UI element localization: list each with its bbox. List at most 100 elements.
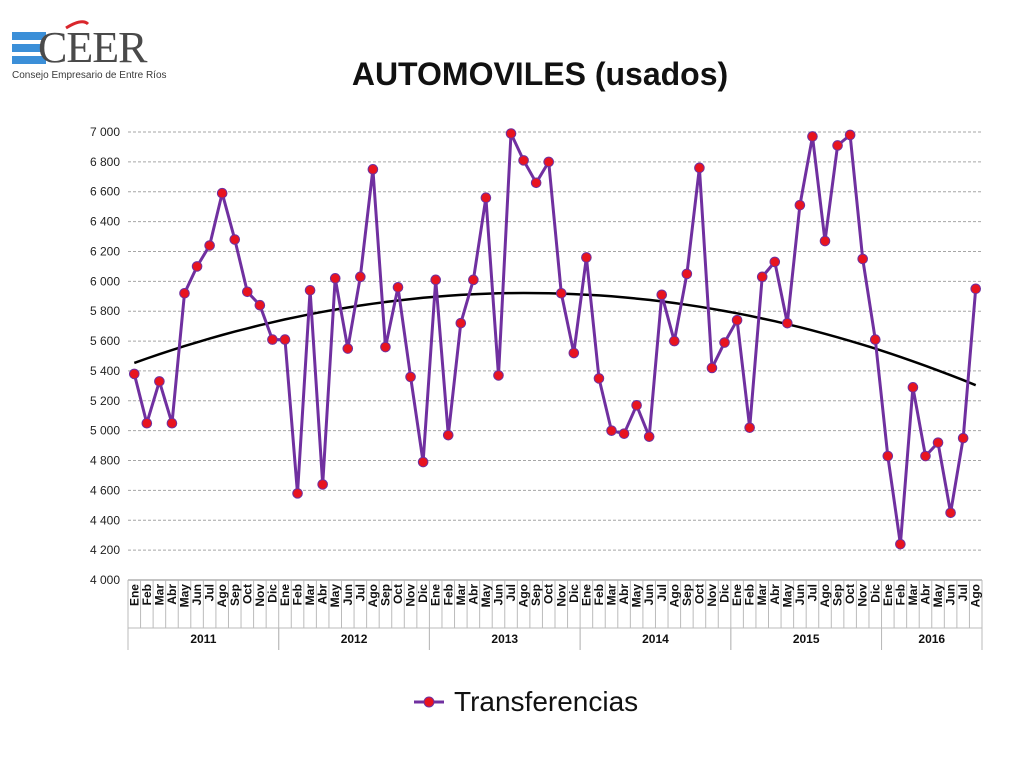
x-axis: EneFebMarAbrMayJunJulAgoSepOctNovDicEneF… bbox=[127, 579, 983, 650]
legend-swatch bbox=[414, 696, 444, 708]
data-point bbox=[530, 177, 542, 189]
data-point bbox=[932, 437, 944, 448]
y-tick-label: 4 200 bbox=[90, 543, 120, 557]
x-tick-label: Ago bbox=[969, 584, 983, 607]
x-tick-label: Dic bbox=[416, 584, 430, 603]
data-point bbox=[304, 284, 316, 296]
data-point bbox=[907, 382, 919, 393]
x-tick-label: Feb bbox=[140, 584, 154, 605]
x-tick-label: Feb bbox=[743, 584, 757, 605]
data-point bbox=[719, 337, 730, 348]
y-tick-label: 6 400 bbox=[90, 215, 120, 229]
x-tick-label: Sep bbox=[831, 584, 845, 606]
x-tick-label: Ago bbox=[818, 584, 832, 607]
data-point bbox=[895, 538, 906, 550]
data-point bbox=[154, 376, 165, 387]
x-tick-label: Jun bbox=[944, 584, 958, 605]
series-line-transferencias bbox=[132, 132, 978, 546]
x-tick-label: Feb bbox=[893, 584, 907, 605]
data-point bbox=[631, 399, 642, 411]
data-point bbox=[355, 271, 366, 283]
data-point bbox=[329, 273, 341, 284]
x-tick-label: Ene bbox=[730, 584, 744, 606]
x-tick-label: Jul bbox=[504, 584, 518, 601]
x-tick-label: Dic bbox=[567, 584, 581, 603]
data-point bbox=[706, 362, 718, 374]
year-label: 2011 bbox=[190, 632, 216, 646]
data-point bbox=[392, 282, 404, 293]
x-tick-label: Nov bbox=[705, 584, 719, 607]
data-point bbox=[367, 164, 379, 175]
x-tick-label: Mar bbox=[605, 584, 619, 606]
logo-subtitle: Consejo Empresario de Entre Ríos bbox=[12, 70, 167, 81]
x-tick-label: Mar bbox=[755, 584, 769, 606]
chart-title: AUTOMOVILES (usados) bbox=[351, 56, 729, 92]
x-tick-label: Feb bbox=[441, 584, 455, 605]
year-label: 2012 bbox=[341, 632, 368, 646]
x-tick-label: Ene bbox=[579, 584, 593, 606]
x-tick-label: Ago bbox=[667, 584, 681, 607]
data-point bbox=[417, 456, 429, 468]
data-point bbox=[694, 162, 705, 174]
x-tick-label: Ago bbox=[366, 584, 380, 607]
data-point bbox=[405, 371, 416, 383]
data-point bbox=[342, 343, 354, 354]
x-tick-label: Abr bbox=[768, 584, 782, 605]
x-tick-label: Abr bbox=[165, 584, 179, 605]
y-axis: 4 000 4 200 4 400 4 600 4 800 5 000 5 200 5 400… bbox=[90, 125, 120, 587]
data-point bbox=[656, 289, 668, 301]
y-tick-label: 6 600 bbox=[90, 185, 120, 199]
data-point bbox=[216, 187, 228, 199]
x-tick-label: Sep bbox=[529, 584, 543, 606]
data-point bbox=[267, 334, 278, 345]
x-tick-label: Jul bbox=[805, 584, 819, 601]
x-tick-label: Jul bbox=[655, 584, 669, 601]
legend: Transferencias bbox=[412, 686, 638, 718]
trendline bbox=[133, 291, 977, 387]
x-tick-label: Ene bbox=[429, 584, 443, 606]
data-point bbox=[204, 240, 215, 251]
y-tick-label: 5 800 bbox=[90, 304, 120, 318]
x-tick-label: Dic bbox=[718, 584, 732, 603]
x-tick-label: Sep bbox=[378, 584, 392, 606]
data-point bbox=[957, 432, 969, 444]
series-layer bbox=[128, 128, 982, 550]
x-tick-label: Mar bbox=[906, 584, 920, 606]
data-point bbox=[643, 431, 655, 442]
logo-graphic bbox=[12, 20, 90, 64]
data-point bbox=[606, 425, 617, 436]
logo-blue-stripe bbox=[12, 56, 46, 64]
x-tick-label: Mar bbox=[303, 584, 317, 606]
x-tick-label: Nov bbox=[554, 584, 568, 607]
y-tick-label: 4 600 bbox=[90, 483, 120, 497]
y-tick-label: 6 200 bbox=[90, 244, 120, 258]
year-label: 2014 bbox=[642, 632, 669, 646]
gridlines bbox=[128, 131, 982, 581]
data-point bbox=[279, 334, 291, 345]
data-point bbox=[505, 128, 517, 139]
data-point bbox=[317, 479, 328, 490]
data-point bbox=[794, 199, 806, 211]
x-tick-label: Sep bbox=[680, 584, 694, 606]
x-tick-label: Sep bbox=[228, 584, 242, 606]
x-tick-label: Abr bbox=[466, 584, 480, 605]
x-tick-label: May bbox=[178, 584, 192, 608]
data-point bbox=[442, 429, 454, 441]
y-tick-label: 6 000 bbox=[90, 274, 120, 288]
data-point bbox=[242, 286, 253, 298]
year-label: 2013 bbox=[491, 632, 518, 646]
data-point bbox=[254, 299, 266, 311]
y-tick-label: 4 000 bbox=[90, 573, 120, 587]
data-point bbox=[518, 155, 529, 166]
x-tick-label: Abr bbox=[617, 584, 631, 605]
data-point bbox=[857, 253, 868, 265]
x-tick-label: Abr bbox=[316, 584, 330, 605]
x-tick-label: Nov bbox=[404, 584, 418, 607]
x-tick-label: Dic bbox=[868, 584, 882, 603]
x-tick-label: Ene bbox=[881, 584, 895, 606]
x-tick-label: May bbox=[780, 584, 794, 608]
data-point bbox=[468, 274, 479, 286]
x-tick-label: Jun bbox=[341, 584, 355, 605]
x-tick-label: Ago bbox=[517, 584, 531, 607]
